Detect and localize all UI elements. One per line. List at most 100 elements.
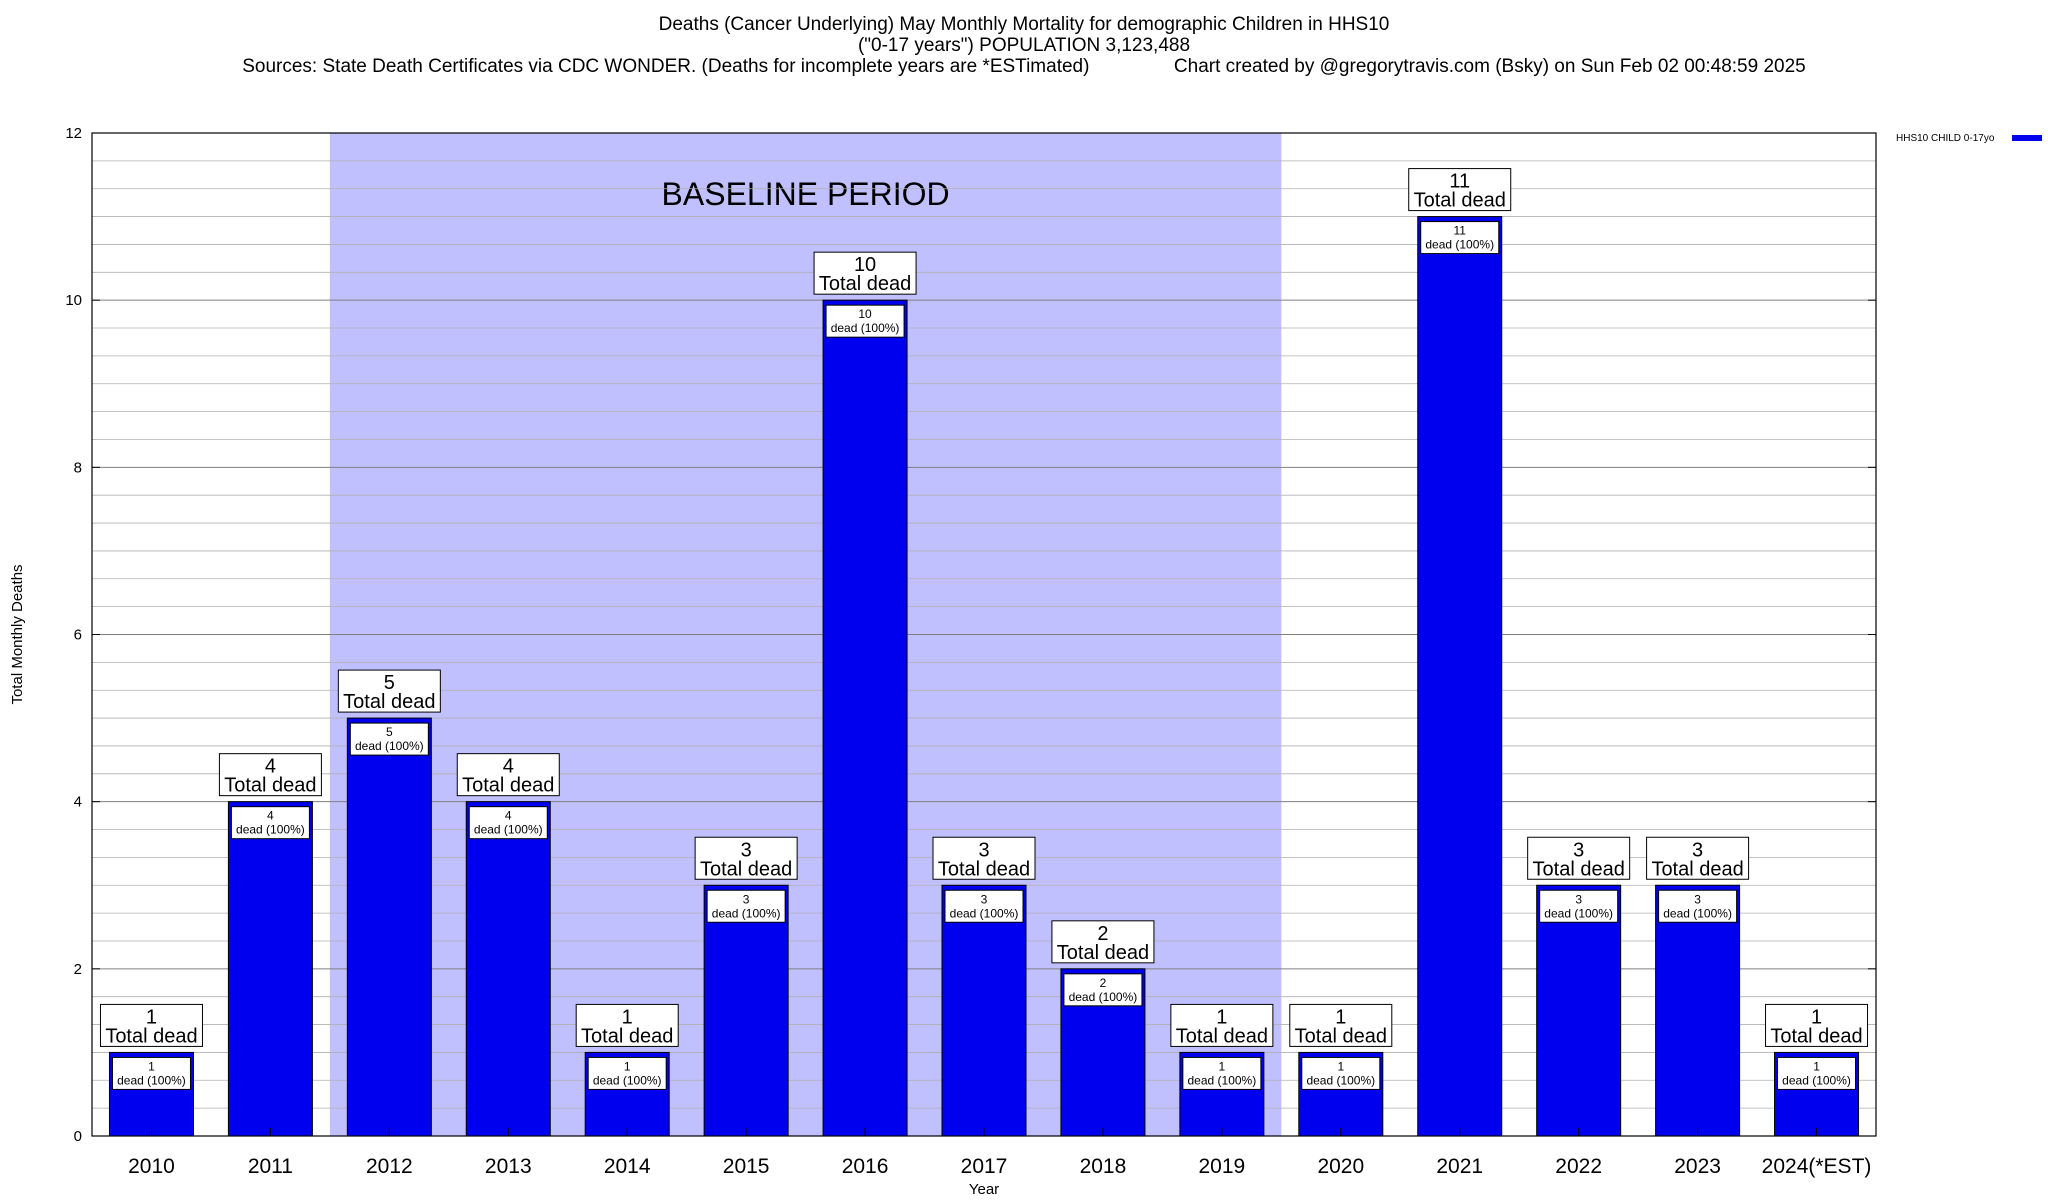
inner-label-box (587, 1056, 667, 1090)
total-label-value: 10 (854, 254, 876, 276)
total-label-value: 1 (146, 1006, 157, 1028)
total-label-box (99, 1003, 203, 1047)
inner-label-box (468, 806, 548, 840)
inner-label-percent: dead (100%) (1544, 906, 1613, 920)
chart-subtitle: ("0-17 years") POPULATION 3,123,488 (857, 35, 1191, 56)
x-tick-label: 2019 (1199, 1155, 1246, 1178)
x-tick-label: 2016 (842, 1155, 889, 1178)
inner-label-box (825, 304, 905, 338)
bar (346, 717, 432, 1137)
inner-label-box (1777, 1056, 1857, 1090)
inner-label-box (1420, 221, 1500, 255)
inner-label-percent: dead (100%) (1069, 990, 1138, 1004)
bar (941, 884, 1027, 1137)
bar (227, 801, 313, 1137)
total-label-box (1527, 836, 1631, 880)
x-tick-label: 2024(*EST) (1762, 1155, 1872, 1178)
baseline-label: BASELINE PERIOD (662, 176, 950, 212)
total-label-text: Total dead (1176, 1025, 1268, 1047)
total-label-value: 2 (1097, 923, 1108, 945)
total-label-text: Total dead (1057, 942, 1149, 964)
inner-label-percent: dead (100%) (355, 739, 424, 753)
x-tick-label: 2014 (604, 1155, 651, 1178)
inner-label-value: 3 (1694, 892, 1701, 906)
inner-label-percent: dead (100%) (593, 1073, 662, 1087)
inner-label-percent: dead (100%) (1663, 906, 1732, 920)
inner-label-percent: dead (100%) (950, 906, 1019, 920)
total-label-box (1289, 1003, 1393, 1047)
y-tick-label: 12 (65, 125, 82, 142)
legend-swatch (2012, 135, 2042, 141)
total-label-text: Total dead (938, 858, 1030, 880)
inner-label-box (944, 889, 1024, 923)
inner-label-box (1658, 889, 1738, 923)
inner-label-value: 2 (1100, 976, 1107, 990)
total-label-text: Total dead (1770, 1025, 1862, 1047)
inner-label-percent: dead (100%) (1306, 1073, 1375, 1087)
total-label-value: 3 (1692, 839, 1703, 861)
inner-label-box (1539, 889, 1619, 923)
inner-label-percent: dead (100%) (1188, 1073, 1257, 1087)
y-tick-label: 8 (74, 459, 82, 476)
inner-label-value: 1 (624, 1059, 631, 1073)
inner-label-percent: dead (100%) (474, 823, 543, 837)
inner-label-percent: dead (100%) (1782, 1073, 1851, 1087)
inner-label-box (706, 889, 786, 923)
total-label-box (218, 753, 322, 797)
total-label-text: Total dead (1651, 858, 1743, 880)
y-tick-label: 2 (74, 961, 82, 978)
total-label-text: Total dead (700, 858, 792, 880)
x-tick-label: 2021 (1436, 1155, 1483, 1178)
x-tick-label: 2010 (128, 1155, 175, 1178)
total-label-text: Total dead (343, 691, 435, 713)
total-label-value: 4 (265, 756, 276, 778)
total-label-box (694, 836, 798, 880)
total-label-box (1646, 836, 1750, 880)
chart-title: Deaths (Cancer Underlying) May Monthly M… (658, 14, 1390, 35)
inner-label-box (230, 806, 310, 840)
inner-label-value: 11 (1453, 224, 1466, 238)
bar (1417, 216, 1503, 1137)
inner-label-value: 3 (1575, 892, 1582, 906)
total-label-box (1051, 920, 1155, 964)
inner-label-value: 5 (386, 725, 393, 739)
total-label-box (456, 753, 560, 797)
total-label-box (1765, 1003, 1869, 1047)
total-label-value: 1 (622, 1006, 633, 1028)
inner-label-box (349, 722, 429, 756)
inner-label-value: 1 (148, 1059, 155, 1073)
x-tick-label: 2023 (1674, 1155, 1721, 1178)
x-tick-label: 2020 (1317, 1155, 1364, 1178)
inner-label-percent: dead (100%) (1425, 238, 1494, 252)
y-tick-label: 4 (74, 794, 82, 811)
inner-label-value: 4 (505, 809, 512, 823)
inner-label-percent: dead (100%) (117, 1073, 186, 1087)
x-axis-title: Year (969, 1181, 999, 1198)
inner-label-percent: dead (100%) (712, 906, 781, 920)
total-label-value: 1 (1216, 1006, 1227, 1028)
total-label-text: Total dead (1295, 1025, 1387, 1047)
inner-label-value: 1 (1337, 1059, 1344, 1073)
x-tick-label: 2022 (1555, 1155, 1602, 1178)
chart-titles: Deaths (Cancer Underlying) May Monthly M… (0, 14, 2048, 77)
total-label-text: Total dead (1533, 858, 1625, 880)
total-label-box (1408, 168, 1512, 212)
total-label-text: Total dead (224, 775, 316, 797)
inner-label-value: 1 (1219, 1059, 1226, 1073)
inner-label-value: 10 (858, 307, 872, 321)
inner-label-value: 3 (743, 892, 750, 906)
inner-label-value: 3 (981, 892, 988, 906)
bar (1655, 884, 1741, 1137)
total-label-value: 3 (741, 839, 752, 861)
x-tick-label: 2011 (248, 1155, 293, 1178)
y-tick-label: 6 (74, 627, 82, 644)
inner-label-value: 4 (267, 809, 274, 823)
inner-label-box (1063, 973, 1143, 1007)
total-label-text: Total dead (581, 1025, 673, 1047)
x-tick-label: 2015 (723, 1155, 770, 1178)
bar (465, 801, 551, 1137)
total-label-text: Total dead (462, 775, 554, 797)
inner-label-box (111, 1056, 191, 1090)
